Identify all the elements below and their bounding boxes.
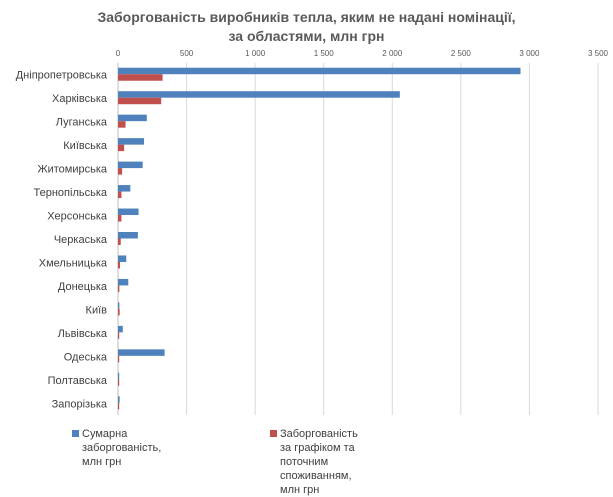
bar-series-2 xyxy=(118,168,123,175)
x-tick-label: 2 000 xyxy=(382,49,403,58)
category-label: Луганська xyxy=(56,117,108,129)
category-label: Тернопільська xyxy=(34,187,108,199)
category-label: Хмельницька xyxy=(39,257,108,269)
bar-series-1 xyxy=(118,325,123,333)
legend: Сумарна заборгованість, млн грн Заборгов… xyxy=(72,427,602,496)
legend-swatch-series-1 xyxy=(72,430,79,437)
bar-series-1 xyxy=(118,232,138,239)
bar-series-1 xyxy=(118,91,400,98)
bar-series-1 xyxy=(118,67,521,75)
legend-label-series-2-line-1: Заборгованість за графіком та поточним с… xyxy=(280,428,358,482)
category-label: Харківська xyxy=(52,93,108,105)
category-label: Донецька xyxy=(58,281,108,293)
bar-series-2 xyxy=(118,215,122,222)
chart-title-line-1: Заборгованість виробників тепла, яким не… xyxy=(97,9,516,25)
category-label: Дніпропетровська xyxy=(16,70,108,82)
category-label: Львівська xyxy=(58,328,108,340)
plot-area: 0 500 1 000 1 500 2 000 2 500 3 000 3 500 Дніпро… xyxy=(16,49,609,415)
bar-series-2 xyxy=(118,121,126,128)
bar-series-2 xyxy=(118,402,120,410)
x-tick-label: 3 500 xyxy=(588,49,609,58)
category-label: Запорізька xyxy=(52,398,108,410)
bar-series-2 xyxy=(118,332,120,339)
category-label: Полтавська xyxy=(48,375,108,387)
bar-series-2 xyxy=(118,379,120,386)
bar-series-2 xyxy=(118,144,125,152)
bar-series-2 xyxy=(118,97,162,105)
category-label: Київська xyxy=(63,140,108,152)
bar-series-1 xyxy=(118,185,131,192)
category-label: Черкаська xyxy=(54,234,108,246)
bar-series-1 xyxy=(118,278,129,286)
bar-series-1 xyxy=(118,349,165,356)
category-label: Київ xyxy=(86,304,108,316)
chart-title-line-2: за областями, млн грн xyxy=(228,28,385,44)
bar-series-1 xyxy=(118,302,120,309)
bar-series-1 xyxy=(118,161,143,169)
chart: Заборгованість виробників тепла, яким не… xyxy=(0,8,613,496)
legend-label-series-1: Сумарна заборгованість, млн грн xyxy=(82,428,162,468)
x-tick-label: 1 000 xyxy=(245,49,266,58)
category-label: Одеська xyxy=(64,351,108,363)
bar-series-2 xyxy=(118,238,121,245)
legend-label-series-2: Заборгованість за графіком та поточним с… xyxy=(280,427,358,497)
x-tick-label: 0 xyxy=(116,49,121,58)
legend-swatch-series-2 xyxy=(270,430,277,437)
legend-label-series-2-line-2: млн грн xyxy=(280,484,320,496)
bar-series-2 xyxy=(118,261,121,269)
x-tick-label: 3 000 xyxy=(519,49,540,58)
bar-series-2 xyxy=(118,308,120,316)
bar-series-1 xyxy=(118,138,145,145)
bar-series-1 xyxy=(118,372,120,380)
bar-series-2 xyxy=(118,285,120,292)
category-label: Херсонська xyxy=(47,211,108,223)
bar-series-2 xyxy=(118,355,120,363)
bar-series-2 xyxy=(118,74,163,81)
category-label: Житомирська xyxy=(37,164,107,176)
x-tick-label: 1 500 xyxy=(314,49,335,58)
bar-series-1 xyxy=(118,208,139,216)
bar-series-2 xyxy=(118,191,122,199)
bar-series-1 xyxy=(118,255,127,262)
bar-series-1 xyxy=(118,396,120,403)
chart-title: Заборгованість виробників тепла, яким не… xyxy=(0,8,613,46)
bar-series-1 xyxy=(118,114,147,122)
x-tick-label: 500 xyxy=(180,49,194,58)
x-tick-label: 2 500 xyxy=(451,49,472,58)
